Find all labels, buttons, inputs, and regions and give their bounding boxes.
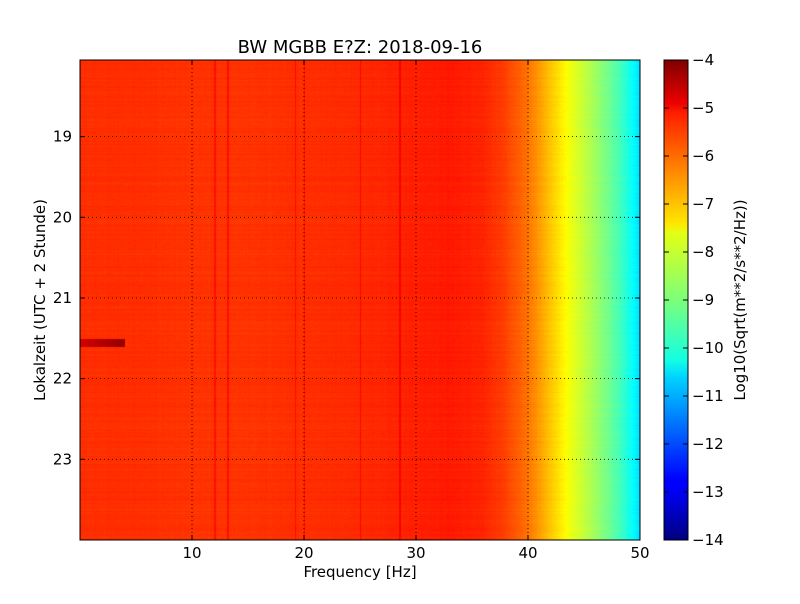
x-tick-label: 40 xyxy=(518,544,537,562)
plot-frame xyxy=(79,59,641,541)
colorbar: −4 −5 −6 −7 −8 −9 −10 −11 −12 −13 −14 Log10(Sqrt(m… xyxy=(663,51,749,549)
spectrogram-heatmap xyxy=(80,60,640,540)
colorbar-tick-label: −5 xyxy=(692,99,714,117)
colorbar-label: Log10(Sqrt(m**2/s**2/Hz)) xyxy=(731,199,749,400)
y-tick-label: 19 xyxy=(53,128,72,146)
y-tick-label: 23 xyxy=(53,450,72,468)
colorbar-tick-label: −10 xyxy=(692,339,724,357)
colorbar-tick-label: −6 xyxy=(692,147,714,165)
x-tick-label: 10 xyxy=(182,544,201,562)
colorbar-tick-label: −4 xyxy=(692,51,714,69)
y-tick-label: 20 xyxy=(53,208,72,226)
x-tick-label: 30 xyxy=(406,544,425,562)
colorbar-tick-label: −11 xyxy=(692,387,724,405)
x-tick-label: 20 xyxy=(294,544,313,562)
grid-lines xyxy=(80,60,640,540)
colorbar-tick-label: −14 xyxy=(692,531,724,549)
colorbar-tick-label: −7 xyxy=(692,195,714,213)
x-tick-label: 50 xyxy=(630,544,649,562)
colorbar-ticks: −4 −5 −6 −7 −8 −9 −10 −11 −12 −13 −14 xyxy=(664,51,724,549)
colorbar-tick-label: −8 xyxy=(692,243,714,261)
chart-title: BW MGBB E?Z: 2018-09-16 xyxy=(238,37,483,58)
x-axis-label: Frequency [Hz] xyxy=(303,563,416,581)
y-tick-label: 21 xyxy=(53,289,72,307)
y-axis-ticks: 19 20 21 22 23 xyxy=(53,128,640,468)
heatmap-plot: 10 20 30 40 50 19 20 21 22 23 xyxy=(53,59,650,562)
colorbar-tick-label: −13 xyxy=(692,483,724,501)
y-axis-label: Lokalzeit (UTC + 2 Stunde) xyxy=(31,199,49,401)
colorbar-tick-label: −9 xyxy=(692,291,714,309)
colorbar-tick-label: −12 xyxy=(692,435,724,453)
y-tick-label: 22 xyxy=(53,370,72,388)
x-axis-ticks: 10 20 30 40 50 xyxy=(182,60,650,562)
